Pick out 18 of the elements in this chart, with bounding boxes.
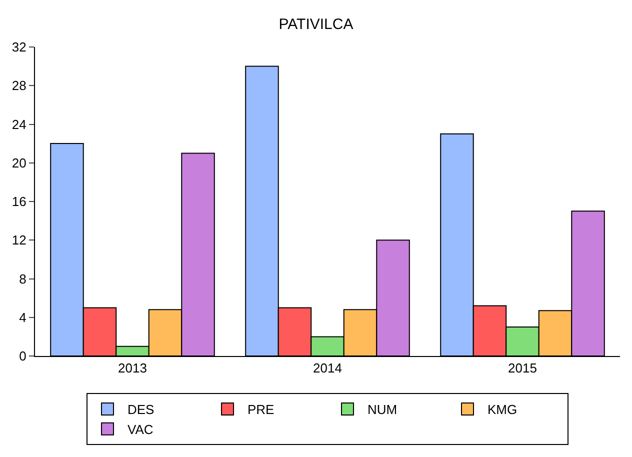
legend-label: VAC xyxy=(128,422,154,437)
y-tick-label: 0 xyxy=(19,348,26,364)
legend-label: DES xyxy=(128,402,155,418)
y-tick-label: 16 xyxy=(12,194,26,210)
x-tick-label: 2013 xyxy=(118,360,147,376)
chart-title: PATIVILCA xyxy=(278,16,354,33)
y-tick-label: 20 xyxy=(12,155,26,170)
y-tick-label: 8 xyxy=(19,271,26,286)
y-tick-label: 32 xyxy=(12,40,26,55)
legend-label: NUM xyxy=(368,402,398,418)
y-tick-label: 24 xyxy=(12,116,26,132)
y-tick-label: 4 xyxy=(19,310,26,325)
y-tick-label: 28 xyxy=(12,78,26,94)
legend-label: PRE xyxy=(248,402,275,418)
x-tick-label: 2014 xyxy=(313,360,342,376)
y-tick-label: 12 xyxy=(12,232,26,248)
x-tick-label: 2015 xyxy=(508,360,537,376)
legend-label: KMG xyxy=(488,402,518,418)
